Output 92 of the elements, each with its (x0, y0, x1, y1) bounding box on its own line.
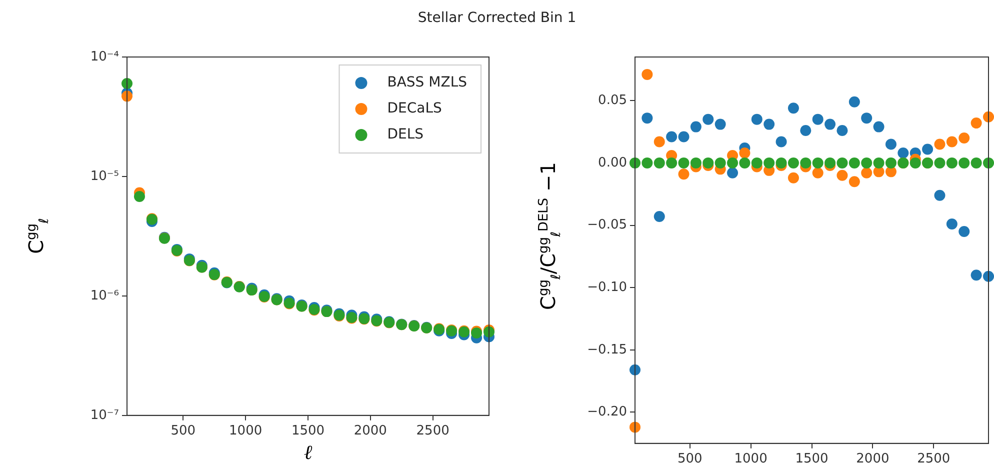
point (934, 138, 946, 150)
point (788, 172, 799, 184)
point (848, 96, 860, 108)
point (654, 211, 665, 222)
point (642, 112, 653, 124)
point (714, 157, 726, 168)
x-tick-label: 1500 (795, 452, 828, 467)
point (861, 167, 872, 178)
y-tick-label: 10⁻⁷ (90, 408, 119, 423)
point (751, 114, 762, 125)
y-tick-label: 10⁻⁴ (90, 49, 119, 64)
point (848, 157, 860, 168)
y-tick-label: −0.15 (587, 342, 627, 358)
point (630, 157, 640, 168)
point (836, 157, 848, 168)
x-tick-label: 2000 (354, 424, 387, 439)
point (788, 102, 799, 114)
point (946, 157, 958, 168)
legend-label: DECaLS (387, 100, 442, 117)
x-tick-label: 500 (677, 452, 702, 467)
chart-title: Stellar Corrected Bin 1 (416, 10, 578, 26)
point (861, 157, 872, 168)
point (958, 132, 970, 144)
point (848, 176, 860, 188)
point (666, 157, 678, 168)
point (800, 157, 812, 168)
point (702, 157, 714, 168)
point (690, 157, 702, 168)
point (836, 125, 848, 136)
point (922, 144, 934, 155)
point (751, 157, 762, 168)
y-tick-label: 0.05 (598, 93, 627, 108)
y-tick-label: 10⁻⁵ (90, 168, 119, 184)
point (134, 190, 145, 202)
point (727, 157, 738, 168)
point (946, 218, 958, 230)
point (642, 157, 653, 168)
point (970, 157, 982, 168)
point (727, 167, 738, 178)
y-tick-label: −0.05 (587, 218, 627, 233)
point (873, 121, 884, 132)
x-tick-label: 2500 (917, 452, 950, 467)
point (714, 118, 726, 130)
point (678, 157, 690, 168)
x-tick-label: 2500 (416, 424, 450, 439)
point (666, 131, 678, 142)
point (812, 157, 824, 168)
point (970, 118, 982, 129)
x-tick-label: 1000 (229, 424, 262, 439)
x-tick-label: 500 (170, 424, 196, 439)
point (764, 118, 775, 130)
point (958, 226, 970, 238)
point (654, 157, 665, 168)
x-tick-label: 1000 (734, 452, 768, 467)
point (776, 157, 787, 168)
point (958, 157, 970, 168)
point (800, 125, 812, 136)
point (764, 157, 775, 168)
point (812, 114, 824, 125)
point (873, 157, 884, 168)
point (739, 157, 750, 168)
point (702, 114, 714, 125)
point (824, 118, 836, 130)
point (885, 138, 896, 150)
point (824, 157, 836, 168)
y-tick-label: 10⁻⁶ (90, 288, 119, 304)
x-tick-label: 2000 (856, 452, 890, 467)
legend-label: DELS (387, 126, 424, 143)
point (788, 157, 799, 168)
x-axis-title: ℓ (304, 440, 313, 464)
point (910, 157, 921, 168)
point (678, 131, 690, 142)
point (934, 157, 946, 168)
x-tick-label: 1500 (291, 424, 325, 439)
point (690, 121, 702, 132)
point (739, 147, 750, 158)
point (776, 136, 787, 148)
point (898, 147, 909, 158)
point (946, 136, 958, 148)
point (836, 170, 848, 181)
y-tick-label: 0.00 (598, 155, 627, 170)
point (654, 136, 665, 148)
point (970, 270, 982, 281)
point (678, 168, 690, 180)
point (885, 157, 896, 168)
point (934, 190, 946, 201)
legend-label: BASS MZLS (387, 74, 468, 91)
point (812, 167, 824, 178)
y-tick-label: −0.20 (587, 404, 627, 420)
point (861, 112, 872, 124)
y-tick-label: −0.10 (587, 280, 627, 295)
point (642, 68, 653, 80)
